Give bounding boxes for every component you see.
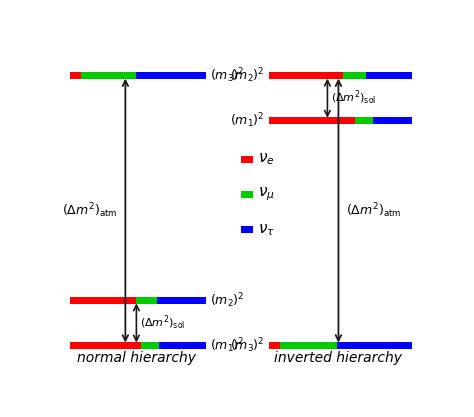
Text: $(\Delta m^2)_{\rm atm}$: $(\Delta m^2)_{\rm atm}$ [63,201,118,220]
Text: $(m_1)^2$: $(m_1)^2$ [230,111,265,130]
Bar [343,72,366,79]
Bar [241,226,253,234]
Text: $(m_3)^2$: $(m_3)^2$ [210,66,245,85]
Bar [269,72,343,79]
Text: $(m_1)^2$: $(m_1)^2$ [210,336,245,355]
Text: $(m_3)^2$: $(m_3)^2$ [230,336,265,355]
Text: $\nu_e$: $\nu_e$ [258,151,275,167]
Bar [141,342,159,349]
Text: $(m_2)^2$: $(m_2)^2$ [210,291,245,310]
Text: normal hierarchy: normal hierarchy [77,351,196,365]
Bar [136,297,157,304]
Bar [157,297,206,304]
Bar [280,342,337,349]
Bar [373,117,412,124]
Text: $\nu_\mu$: $\nu_\mu$ [258,186,275,203]
Bar [355,117,373,124]
Bar [81,72,136,79]
Bar [70,72,81,79]
Bar [337,342,412,349]
Text: $\nu_\tau$: $\nu_\tau$ [258,222,275,238]
Bar [70,342,141,349]
Bar [269,117,355,124]
Bar [136,72,206,79]
Text: inverted hierarchy: inverted hierarchy [274,351,402,365]
Text: $(\Delta m^2)_{\rm atm}$: $(\Delta m^2)_{\rm atm}$ [346,201,401,220]
Bar [269,342,280,349]
Text: $(m_2)^2$: $(m_2)^2$ [230,66,265,85]
Bar [70,297,136,304]
Bar [366,72,412,79]
Bar [241,191,253,198]
Bar [159,342,206,349]
Text: $(\Delta m^2)_{\rm sol}$: $(\Delta m^2)_{\rm sol}$ [140,314,185,332]
Bar [241,156,253,163]
Text: $(\Delta m^2)_{\rm sol}$: $(\Delta m^2)_{\rm sol}$ [331,89,376,107]
